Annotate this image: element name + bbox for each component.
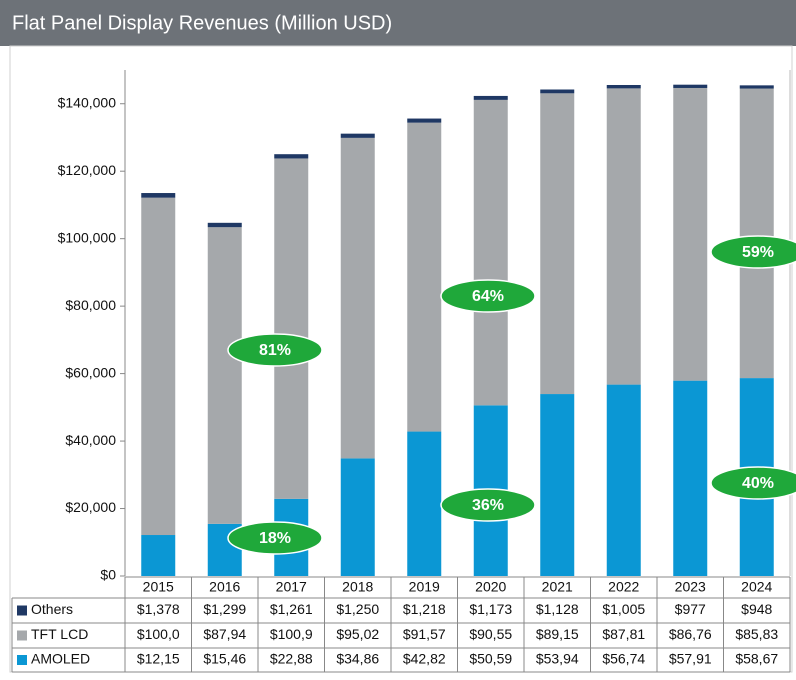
bar-segment [739, 85, 774, 89]
table-value: $22,88 [270, 651, 313, 667]
y-tick-label: $20,000 [65, 499, 116, 515]
annotation: 36% [472, 497, 504, 514]
table-value: $1,250 [336, 601, 379, 617]
table-value: $90,55 [469, 626, 512, 642]
bar-segment [473, 95, 508, 100]
table-value: $100,9 [270, 626, 313, 642]
table-value: $56,74 [602, 651, 645, 667]
bar-segment [540, 394, 575, 576]
bar-segment [141, 193, 176, 198]
annotation: 64% [472, 288, 504, 305]
annotation-oval [227, 333, 323, 367]
annotation-oval [227, 521, 323, 555]
legend-swatch [17, 655, 27, 665]
table-value: $1,378 [137, 601, 180, 617]
y-tick-label: $100,000 [58, 229, 117, 245]
table-value: $15,46 [203, 651, 246, 667]
table-value: $1,261 [270, 601, 313, 617]
bar-segment [207, 227, 242, 524]
x-tick-label: 2021 [542, 579, 573, 595]
annotation-oval [440, 279, 536, 313]
bar-segment [407, 118, 442, 123]
annotation-oval [440, 488, 536, 522]
table-value: $86,76 [669, 626, 712, 642]
table-value: $95,02 [336, 626, 379, 642]
table-value: $1,005 [602, 601, 645, 617]
x-tick-label: 2015 [143, 579, 174, 595]
bar-segment [141, 535, 176, 576]
bar-segment [407, 122, 442, 432]
y-tick-label: $120,000 [58, 162, 117, 178]
bar-segment [340, 137, 375, 459]
bar-segment [739, 88, 774, 379]
x-tick-label: 2016 [209, 579, 240, 595]
bar-segment [540, 89, 575, 94]
annotation: 18% [259, 530, 291, 547]
bar-segment [540, 93, 575, 395]
annotation: 59% [742, 244, 774, 261]
bar-segment [207, 222, 242, 228]
x-tick-label: 2017 [276, 579, 307, 595]
bar-segment [606, 84, 641, 89]
table-value: $53,94 [536, 651, 579, 667]
table-value: $89,15 [536, 626, 579, 642]
bar-segment [606, 384, 641, 576]
legend-label: AMOLED [31, 651, 90, 667]
x-tick-label: 2018 [342, 579, 373, 595]
x-tick-label: 2023 [675, 579, 706, 595]
annotation-oval [710, 466, 796, 500]
y-tick-label: $80,000 [65, 297, 116, 313]
x-tick-label: 2019 [409, 579, 440, 595]
table-value: $57,91 [669, 651, 712, 667]
bar-segment [673, 84, 708, 88]
table-value: $58,67 [735, 651, 778, 667]
bar-segment [340, 133, 375, 138]
table-value: $1,128 [536, 601, 579, 617]
legend-label: Others [31, 601, 73, 617]
table-value: $12,15 [137, 651, 180, 667]
x-tick-label: 2020 [475, 579, 506, 595]
table-value: $85,83 [735, 626, 778, 642]
table-value: $977 [675, 601, 706, 617]
annotation: 40% [742, 475, 774, 492]
table-value: $87,94 [203, 626, 246, 642]
table-value: $1,299 [203, 601, 246, 617]
bar-segment [141, 197, 176, 536]
bar-segment [673, 380, 708, 576]
legend-swatch [17, 630, 27, 641]
y-tick-label: $40,000 [65, 432, 116, 448]
table-value: $100,0 [137, 626, 180, 642]
table-value: $1,173 [469, 601, 512, 617]
annotation: 81% [259, 342, 291, 359]
table-value: $42,82 [403, 651, 446, 667]
bar-segment [407, 431, 442, 576]
title-bar [0, 0, 796, 46]
x-tick-label: 2022 [608, 579, 639, 595]
y-tick-label: $0 [100, 567, 116, 583]
bar-segment [606, 88, 641, 385]
legend-swatch [17, 605, 27, 616]
table-value: $87,81 [602, 626, 645, 642]
table-value: $50,59 [469, 651, 512, 667]
table-value: $91,57 [403, 626, 446, 642]
table-value: $34,86 [336, 651, 379, 667]
bar-segment [473, 99, 508, 406]
x-tick-label: 2024 [741, 579, 772, 595]
y-tick-label: $140,000 [58, 94, 117, 110]
legend-label: TFT LCD [31, 626, 88, 642]
bar-segment [340, 458, 375, 576]
bar-segment [673, 87, 708, 381]
bar-segment [274, 154, 309, 159]
bar-segment [274, 158, 309, 499]
annotation-oval [710, 235, 796, 269]
y-tick-label: $60,000 [65, 364, 116, 380]
table-value: $948 [741, 601, 772, 617]
chart-title: Flat Panel Display Revenues (Million USD… [12, 12, 392, 34]
table-value: $1,218 [403, 601, 446, 617]
